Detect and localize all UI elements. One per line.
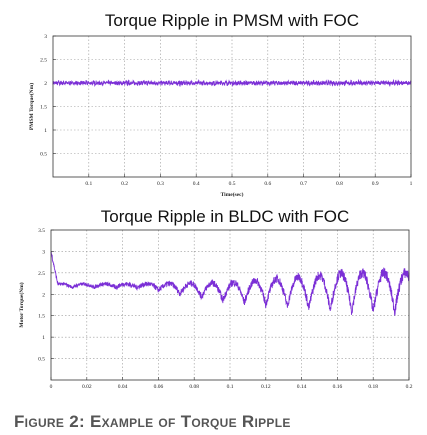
pmsm-tick-labels: 0.1 0.2 0.3 0.4 0.5 0.6 0.7 0.8 0.9 1 0.5 1 1.5 2 2.5 3 bbox=[40, 34, 413, 187]
x-tick-label: 0.2 bbox=[406, 384, 413, 390]
pmsm-chart: Torque Ripple in PMSM with FOC 0.1 0.2 0.3… bbox=[28, 11, 413, 198]
x-tick-label: 0.3 bbox=[157, 181, 164, 187]
y-tick-label: 1.5 bbox=[38, 314, 45, 320]
x-tick-label: 0.5 bbox=[229, 181, 236, 187]
x-tick-label: 0.02 bbox=[82, 384, 92, 390]
x-tick-label: 0.12 bbox=[261, 384, 271, 390]
bldc-tick-labels: 0 0.02 0.04 0.06 0.08 0.1 0.12 0.14 0.16 0.18 0.2 0… bbox=[38, 228, 413, 390]
pmsm-y-axis-label: PMSM Torque(Nm) bbox=[28, 83, 35, 130]
y-tick-label: 0.5 bbox=[38, 357, 45, 363]
pmsm-torque-series-line bbox=[52, 78, 412, 88]
x-tick-label: 0.7 bbox=[300, 181, 307, 187]
x-tick-label: 0.1 bbox=[227, 384, 234, 390]
x-tick-label: 0.18 bbox=[368, 384, 378, 390]
y-tick-label: 3 bbox=[44, 34, 47, 40]
y-tick-label: 2.5 bbox=[40, 58, 47, 64]
figure-caption: Figure 2: Example of Torque Ripple bbox=[14, 412, 291, 431]
pmsm-chart-title: Torque Ripple in PMSM with FOC bbox=[105, 11, 359, 30]
bldc-chart: Torque Ripple in BLDC with FOC 0 0.02 0.04… bbox=[18, 207, 413, 390]
x-tick-label: 0.2 bbox=[121, 181, 128, 187]
bldc-grid bbox=[50, 229, 410, 380]
y-tick-label: 1 bbox=[42, 335, 45, 341]
x-tick-label: 0.4 bbox=[193, 181, 200, 187]
y-tick-label: 2.5 bbox=[38, 271, 45, 277]
bldc-torque-series-line bbox=[50, 251, 410, 316]
y-tick-label: 0.5 bbox=[40, 152, 47, 158]
x-tick-label: 0.14 bbox=[297, 384, 307, 390]
y-tick-label: 1 bbox=[44, 128, 47, 134]
x-tick-label: 0.8 bbox=[336, 181, 343, 187]
x-tick-label: 0.04 bbox=[118, 384, 128, 390]
y-tick-label: 3.5 bbox=[38, 228, 45, 234]
y-tick-label: 3 bbox=[42, 249, 45, 255]
x-tick-label: 0 bbox=[50, 384, 53, 390]
x-tick-label: 0.06 bbox=[154, 384, 164, 390]
x-tick-label: 1 bbox=[410, 181, 413, 187]
y-tick-label: 2 bbox=[44, 81, 47, 87]
x-tick-label: 0.9 bbox=[372, 181, 379, 187]
y-tick-label: 2 bbox=[42, 292, 45, 298]
x-tick-label: 0.08 bbox=[189, 384, 199, 390]
pmsm-grid bbox=[53, 35, 412, 177]
x-tick-label: 0.6 bbox=[264, 181, 271, 187]
x-tick-label: 0.16 bbox=[333, 384, 343, 390]
y-tick-label: 1.5 bbox=[40, 105, 47, 111]
pmsm-plot-frame bbox=[52, 35, 412, 178]
pmsm-x-axis-label: Time(sec) bbox=[221, 191, 244, 198]
x-tick-label: 0.1 bbox=[85, 181, 92, 187]
bldc-chart-title: Torque Ripple in BLDC with FOC bbox=[101, 207, 349, 226]
bldc-plot-frame bbox=[50, 229, 410, 381]
bldc-y-axis-label: Motor Torque(Nm) bbox=[18, 282, 25, 327]
